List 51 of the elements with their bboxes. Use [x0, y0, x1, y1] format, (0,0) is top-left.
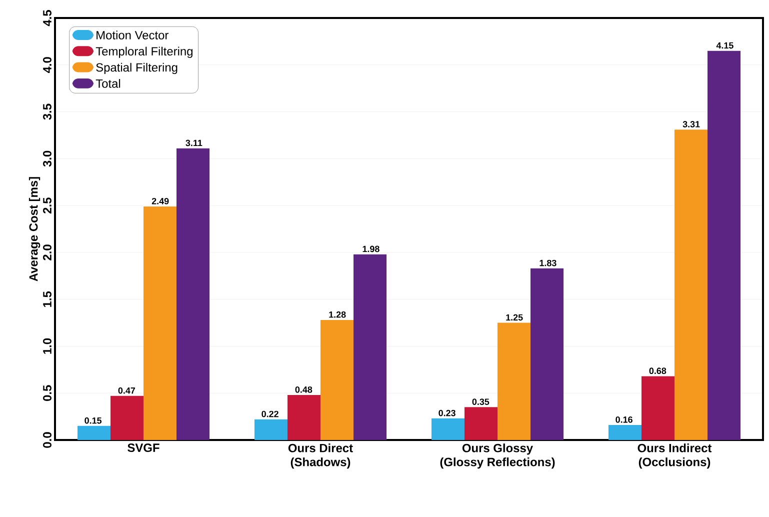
bar [464, 407, 498, 440]
data-label: 1.83 [540, 260, 556, 266]
x-tick-label: Ours Indirect (Occlusions) [638, 444, 712, 469]
bar [254, 419, 288, 440]
legend-label: Total [96, 79, 120, 88]
x-tick-label: Ours Direct (Shadows) [288, 444, 353, 469]
bar [432, 418, 465, 440]
y-tick-label: 1.5 [43, 291, 52, 307]
bar [288, 394, 320, 440]
data-label: 0.16 [616, 416, 632, 423]
data-label: 0.48 [295, 386, 312, 393]
bar [320, 320, 354, 440]
data-label: 0.68 [649, 368, 666, 374]
y-axis-title: Average Cost [ms] [28, 177, 40, 282]
bar [176, 148, 210, 440]
data-label: 0.15 [84, 417, 102, 424]
y-tick-label: 1.0 [43, 338, 52, 354]
y-tick-label: 3.5 [43, 104, 52, 120]
data-label: 0.22 [262, 410, 278, 418]
bar [78, 426, 110, 440]
y-tick-label: 4.5 [43, 10, 52, 26]
bar [498, 322, 531, 440]
bar [144, 206, 176, 440]
x-tick-label: SVGF [128, 444, 160, 452]
legend-label: Motion Vector [96, 30, 168, 40]
y-tick-label: 3.0 [43, 150, 52, 167]
data-label: 1.98 [362, 246, 380, 252]
data-label: 4.15 [716, 42, 734, 49]
data-label: 2.49 [152, 198, 169, 204]
y-tick-label: 0.5 [43, 385, 52, 401]
data-label: 1.28 [329, 311, 346, 318]
y-tick-label: 2.5 [43, 198, 52, 214]
bar [530, 268, 564, 440]
legend-label: Temploral Filtering [96, 46, 192, 58]
y-tick-label: 2.0 [43, 244, 52, 260]
bar [354, 254, 387, 440]
bar [642, 376, 675, 440]
data-label: 1.25 [506, 314, 523, 321]
bar [708, 50, 741, 440]
data-label: 0.23 [438, 410, 456, 416]
legend-label: Spatial Filtering [96, 62, 178, 74]
data-label: 3.31 [682, 121, 700, 128]
data-label: 3.11 [186, 140, 202, 146]
y-tick-label: 0.0 [43, 432, 52, 448]
x-tick-label: Ours Glossy (Glossy Reflections) [440, 444, 555, 469]
bar [608, 424, 642, 440]
data-label: 0.47 [118, 387, 136, 394]
bar [110, 396, 144, 440]
y-tick-label: 4.0 [43, 57, 52, 74]
bar [674, 130, 708, 440]
data-label: 0.35 [472, 398, 490, 405]
